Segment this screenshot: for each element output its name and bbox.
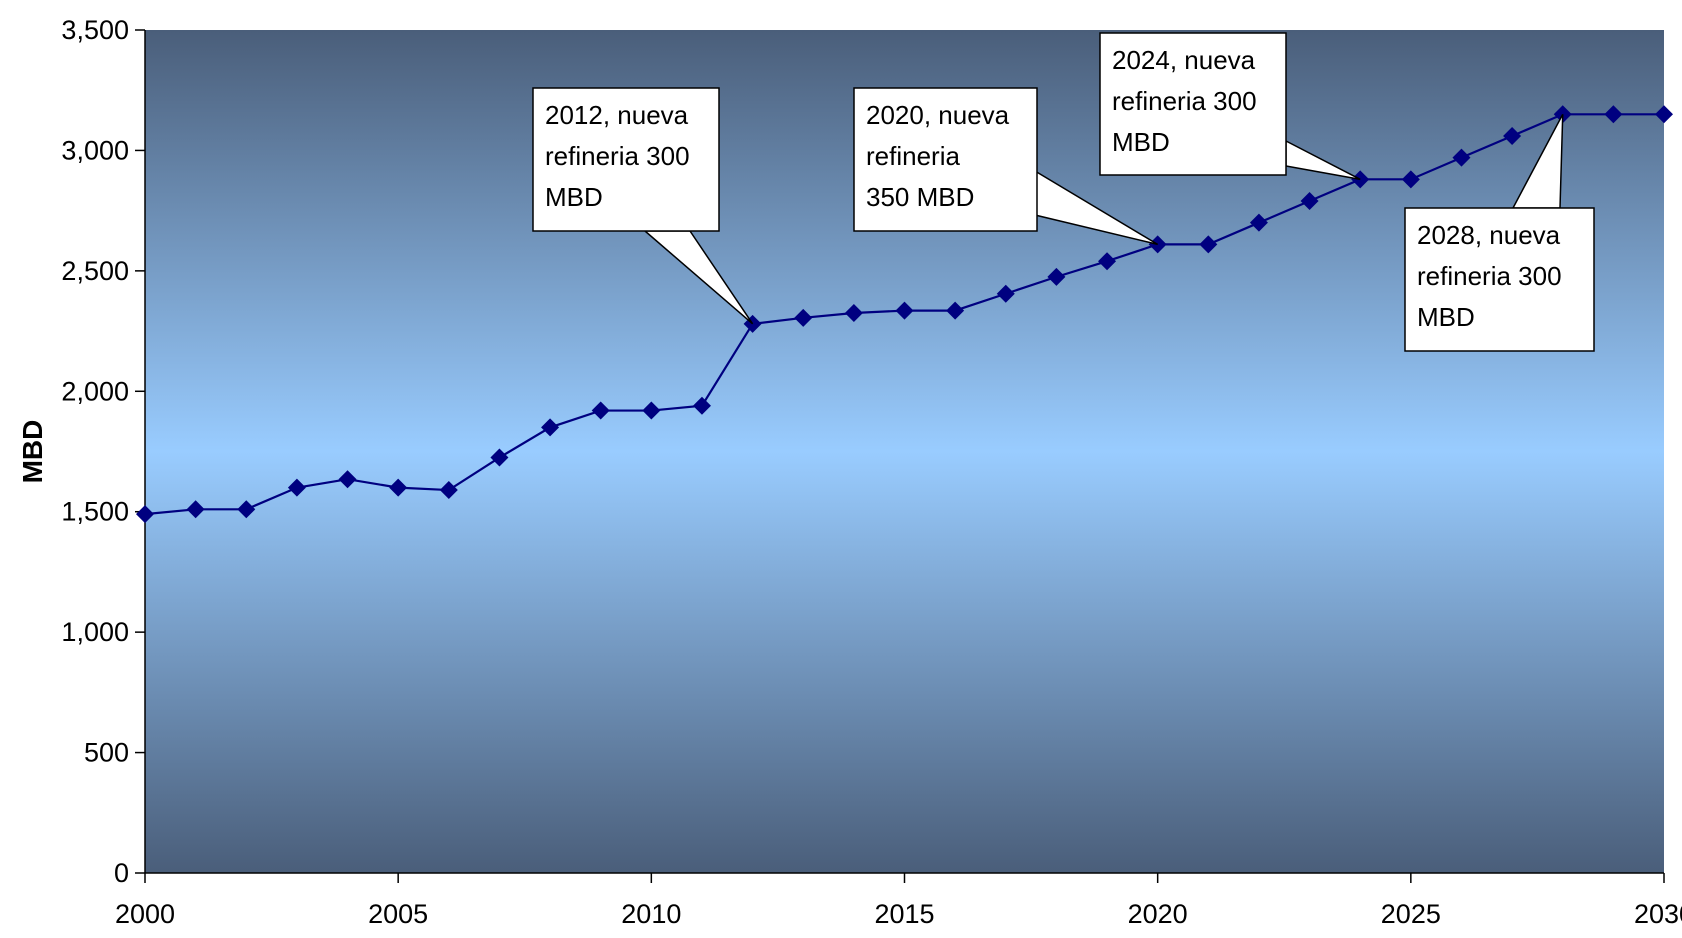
annotation-text: 350 MBD xyxy=(866,182,974,212)
annotation-callout: 2028, nueva refineria 300 MBD xyxy=(1404,113,1595,352)
x-tick-label: 2025 xyxy=(1381,899,1441,929)
data-point-marker xyxy=(946,301,965,320)
series-group xyxy=(136,105,1673,524)
x-tick-label: 2030 xyxy=(1634,899,1682,929)
annotation-box xyxy=(853,87,1038,232)
annotation-text: MBD xyxy=(1112,127,1170,157)
annotation-text: 2024, nueva xyxy=(1112,45,1256,75)
x-tick-label: 2005 xyxy=(368,899,428,929)
annotation-box xyxy=(1404,207,1595,352)
data-point-marker xyxy=(1300,192,1319,211)
annotation-text: 2020, nueva xyxy=(866,100,1010,130)
annotation-text: MBD xyxy=(545,182,603,212)
data-point-marker xyxy=(338,470,357,489)
data-point-marker xyxy=(794,308,813,327)
y-axis: 0 500 1,000 1,500 2,000 2,500 3,000 3,500 xyxy=(61,15,145,888)
annotation-text: refineria 300 xyxy=(1112,86,1257,116)
annotation-text: MBD xyxy=(1417,302,1475,332)
data-point-marker xyxy=(844,304,863,323)
y-tick-label: 1,500 xyxy=(61,497,129,527)
annotation-callout: 2012, nueva refineria 300 MBD xyxy=(532,87,754,325)
data-point-marker xyxy=(237,500,256,519)
annotation-text: refineria 300 xyxy=(1417,261,1562,291)
data-point-marker xyxy=(136,505,154,524)
data-point-marker xyxy=(996,284,1015,303)
y-tick-label: 2,500 xyxy=(61,256,129,286)
y-tick-label: 3,500 xyxy=(61,15,129,45)
data-point-marker xyxy=(591,401,610,420)
data-point-marker xyxy=(1401,170,1420,189)
data-point-marker xyxy=(287,478,306,497)
data-point-marker xyxy=(642,401,661,420)
annotation-callout: 2024, nueva refineria 300 MBD xyxy=(1099,32,1361,181)
x-tick-label: 2000 xyxy=(115,899,175,929)
data-point-marker xyxy=(1249,213,1268,232)
data-point-marker xyxy=(490,448,509,467)
x-tick-label: 2010 xyxy=(621,899,681,929)
annotation-callout: 2020, nueva refineria 350 MBD xyxy=(853,87,1159,246)
data-point-marker xyxy=(1047,267,1066,286)
data-point-marker xyxy=(541,418,560,437)
data-point-marker xyxy=(439,481,458,500)
data-point-marker xyxy=(1199,235,1218,254)
data-point-marker xyxy=(1655,105,1673,124)
annotation-text: 2012, nueva xyxy=(545,100,689,130)
data-point-marker xyxy=(186,500,205,519)
y-tick-label: 500 xyxy=(84,738,129,768)
data-point-marker xyxy=(692,396,711,415)
data-point-marker xyxy=(1098,252,1117,271)
data-point-marker xyxy=(895,301,914,320)
y-tick-label: 3,000 xyxy=(61,135,129,165)
annotation-box xyxy=(532,87,720,232)
annotation-box xyxy=(1099,32,1287,176)
x-tick-label: 2015 xyxy=(874,899,934,929)
annotation-text: 2028, nueva xyxy=(1417,220,1561,250)
data-point-marker xyxy=(1604,105,1623,124)
annotations-group: 2012, nueva refineria 300 MBD 2020, nueva re… xyxy=(532,32,1595,352)
x-axis: 2000 2005 2010 2015 2020 2025 2030 xyxy=(115,873,1682,929)
data-point-marker xyxy=(1503,126,1522,145)
y-tick-label: 1,000 xyxy=(61,617,129,647)
annotation-text: refineria xyxy=(866,141,960,171)
x-tick-label: 2020 xyxy=(1128,899,1188,929)
data-point-marker xyxy=(389,478,408,497)
data-point-marker xyxy=(1452,148,1471,167)
annotation-text: refineria 300 xyxy=(545,141,690,171)
y-tick-label: 2,000 xyxy=(61,376,129,406)
y-axis-title: MBD xyxy=(17,420,48,484)
y-tick-label: 0 xyxy=(114,858,129,888)
